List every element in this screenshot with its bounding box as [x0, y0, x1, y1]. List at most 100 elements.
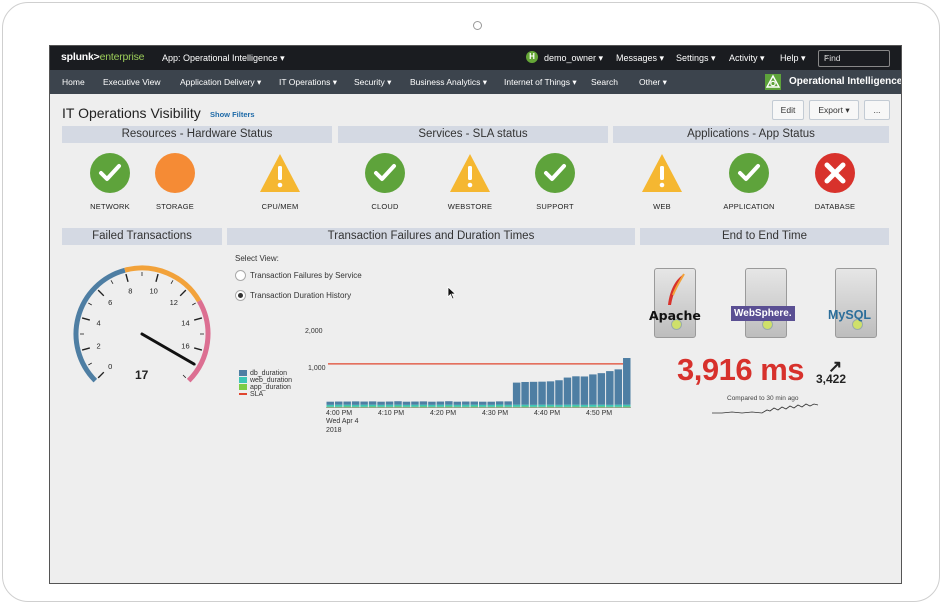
bar-db_duration[interactable]: [479, 401, 487, 405]
nav-security[interactable]: Security ▾: [354, 77, 392, 87]
bar-db_duration[interactable]: [334, 401, 343, 405]
bar-web_duration[interactable]: [436, 404, 445, 407]
help-menu[interactable]: Help ▾: [780, 53, 806, 63]
bar-db_duration[interactable]: [445, 401, 453, 405]
bar-web_duration[interactable]: [563, 404, 572, 407]
status-item-support[interactable]: SUPPORT: [525, 152, 585, 211]
bar-web_duration[interactable]: [538, 404, 546, 407]
bar-db_duration[interactable]: [385, 401, 394, 405]
bar-web_duration[interactable]: [580, 404, 589, 407]
nav-other[interactable]: Other ▾: [639, 77, 667, 87]
bar-db_duration[interactable]: [368, 401, 377, 405]
bar-db_duration[interactable]: [623, 358, 631, 405]
bar-web_duration[interactable]: [529, 404, 538, 407]
radio-duration-history[interactable]: Transaction Duration History: [235, 290, 351, 301]
status-item-cpu-mem[interactable]: CPU/MEM: [250, 152, 310, 211]
radio-circle-selected[interactable]: [235, 290, 246, 301]
bar-db_duration[interactable]: [453, 401, 462, 405]
bar-web_duration[interactable]: [368, 404, 377, 407]
bar-web_duration[interactable]: [597, 404, 606, 407]
status-item-storage[interactable]: STORAGE: [145, 152, 205, 211]
nav-internet-of-things[interactable]: Internet of Things ▾: [504, 77, 577, 87]
legend-item-web[interactable]: web_duration: [239, 377, 292, 384]
bar-web_duration[interactable]: [470, 404, 478, 407]
bar-db_duration[interactable]: [351, 401, 360, 405]
export-button[interactable]: Export ▾: [809, 100, 859, 120]
bar-web_duration[interactable]: [419, 404, 428, 407]
find-input[interactable]: Find ⌕: [818, 50, 890, 67]
bar-web_duration[interactable]: [623, 404, 631, 407]
bar-web_duration[interactable]: [572, 404, 580, 407]
settings-menu[interactable]: Settings ▾: [676, 53, 716, 63]
bar-db_duration[interactable]: [462, 401, 470, 405]
nav-it-operations[interactable]: IT Operations ▾: [279, 77, 337, 87]
bar-db_duration[interactable]: [546, 381, 555, 405]
bar-db_duration[interactable]: [419, 401, 428, 405]
legend-item-app[interactable]: app_duration: [239, 384, 292, 391]
bar-web_duration[interactable]: [411, 404, 419, 407]
status-item-database[interactable]: DATABASE: [805, 152, 865, 211]
status-item-network[interactable]: NETWORK: [80, 152, 140, 211]
bar-web_duration[interactable]: [343, 404, 351, 407]
bar-db_duration[interactable]: [614, 369, 623, 405]
bar-db_duration[interactable]: [504, 401, 512, 405]
bar-web_duration[interactable]: [479, 404, 487, 407]
bar-web_duration[interactable]: [394, 404, 402, 407]
status-item-web[interactable]: WEB: [632, 152, 692, 211]
nav-business-analytics[interactable]: Business Analytics ▾: [410, 77, 488, 87]
bar-db_duration[interactable]: [428, 401, 436, 405]
legend-item-db[interactable]: db_duration: [239, 370, 292, 377]
bar-db_duration[interactable]: [495, 401, 504, 405]
bar-db_duration[interactable]: [580, 376, 589, 405]
bar-db_duration[interactable]: [555, 380, 563, 405]
app-menu[interactable]: App: Operational Intelligence ▾: [162, 53, 285, 63]
bar-db_duration[interactable]: [538, 381, 546, 405]
bar-web_duration[interactable]: [555, 404, 563, 407]
bar-db_duration[interactable]: [436, 401, 445, 405]
bar-web_duration[interactable]: [402, 404, 411, 407]
activity-menu[interactable]: Activity ▾: [729, 53, 765, 63]
bar-db_duration[interactable]: [529, 381, 538, 405]
bar-db_duration[interactable]: [521, 381, 529, 405]
bar-web_duration[interactable]: [487, 404, 495, 407]
bar-web_duration[interactable]: [360, 404, 368, 407]
bar-web_duration[interactable]: [512, 404, 521, 407]
messages-menu[interactable]: Messages ▾: [616, 53, 665, 63]
show-filters-link[interactable]: Show Filters: [210, 110, 255, 119]
bar-web_duration[interactable]: [326, 404, 334, 407]
bar-web_duration[interactable]: [385, 404, 394, 407]
bar-db_duration[interactable]: [402, 401, 411, 405]
bar-web_duration[interactable]: [546, 404, 555, 407]
bar-web_duration[interactable]: [334, 404, 343, 407]
bar-web_duration[interactable]: [614, 404, 623, 407]
bar-db_duration[interactable]: [360, 401, 368, 405]
bar-db_duration[interactable]: [470, 401, 478, 405]
bar-db_duration[interactable]: [411, 401, 419, 405]
nav-executive-view[interactable]: Executive View: [103, 77, 161, 87]
nav-search[interactable]: Search: [591, 77, 618, 87]
bar-web_duration[interactable]: [351, 404, 360, 407]
bar-db_duration[interactable]: [563, 377, 572, 405]
bar-db_duration[interactable]: [377, 401, 385, 405]
bar-web_duration[interactable]: [589, 404, 597, 407]
splunk-logo[interactable]: splunk>enterprise: [61, 51, 144, 63]
bar-db_duration[interactable]: [343, 401, 351, 405]
bar-db_duration[interactable]: [589, 374, 597, 405]
status-item-webstore[interactable]: WEBSTORE: [440, 152, 500, 211]
bar-web_duration[interactable]: [462, 404, 470, 407]
bar-web_duration[interactable]: [445, 404, 453, 407]
edit-button[interactable]: Edit: [772, 100, 804, 120]
bar-web_duration[interactable]: [495, 404, 504, 407]
user-menu[interactable]: demo_owner ▾: [544, 53, 604, 63]
bar-db_duration[interactable]: [597, 373, 606, 405]
radio-circle[interactable]: [235, 270, 246, 281]
bar-web_duration[interactable]: [504, 404, 512, 407]
legend-item-sla[interactable]: SLA: [239, 391, 292, 398]
bar-web_duration[interactable]: [453, 404, 462, 407]
status-item-application[interactable]: APPLICATION: [719, 152, 779, 211]
bar-web_duration[interactable]: [377, 404, 385, 407]
bar-db_duration[interactable]: [326, 401, 334, 405]
bar-db_duration[interactable]: [572, 376, 580, 405]
radio-failures-by-service[interactable]: Transaction Failures by Service: [235, 270, 362, 281]
bar-web_duration[interactable]: [606, 404, 614, 407]
